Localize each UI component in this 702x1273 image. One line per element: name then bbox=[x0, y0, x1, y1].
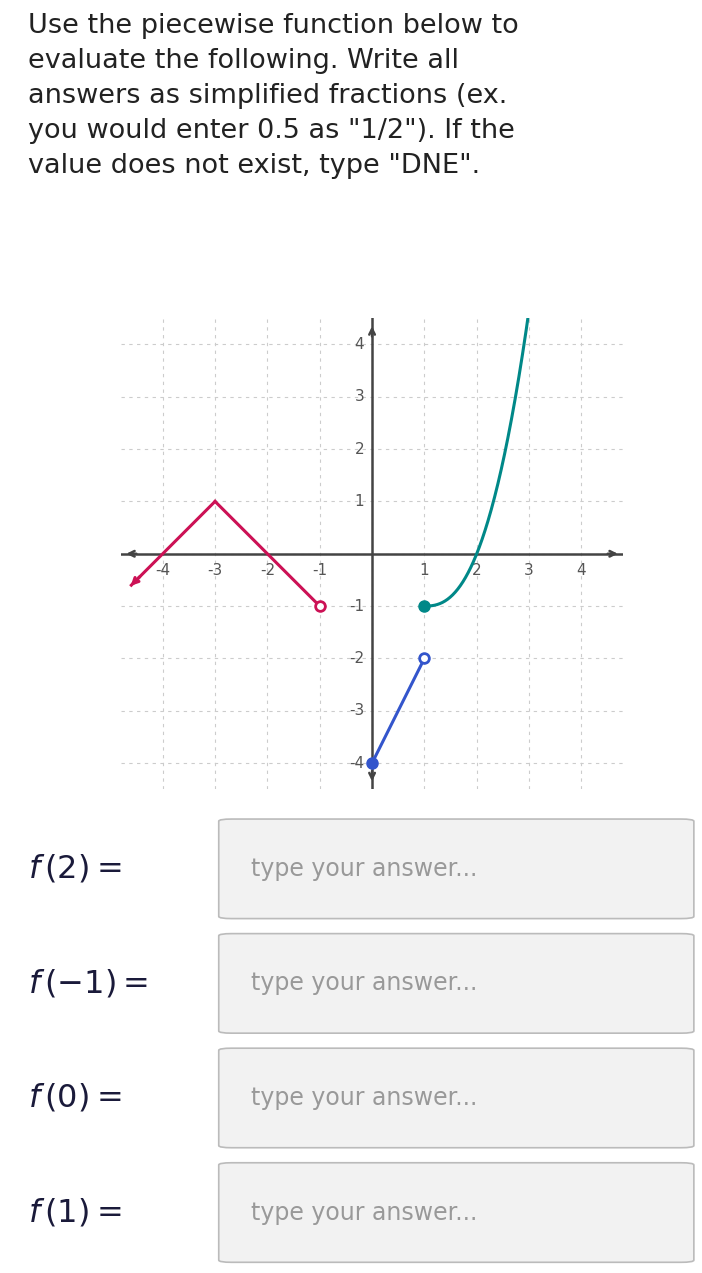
Text: 4: 4 bbox=[576, 563, 586, 578]
Text: -4: -4 bbox=[155, 563, 171, 578]
Text: type your answer...: type your answer... bbox=[251, 1200, 477, 1225]
Text: $f\,(0) =$: $f\,(0) =$ bbox=[28, 1082, 121, 1114]
FancyBboxPatch shape bbox=[219, 933, 694, 1034]
Text: 2: 2 bbox=[472, 563, 482, 578]
FancyBboxPatch shape bbox=[219, 819, 694, 919]
Text: type your answer...: type your answer... bbox=[251, 857, 477, 881]
Text: 2: 2 bbox=[355, 442, 364, 457]
Text: 1: 1 bbox=[355, 494, 364, 509]
FancyBboxPatch shape bbox=[219, 1048, 694, 1148]
Text: Use the piecewise function below to
evaluate the following. Write all
answers as: Use the piecewise function below to eval… bbox=[28, 13, 519, 178]
Text: -3: -3 bbox=[349, 703, 364, 718]
Text: -2: -2 bbox=[260, 563, 275, 578]
Text: $f\,(1) =$: $f\,(1) =$ bbox=[28, 1197, 121, 1228]
FancyBboxPatch shape bbox=[219, 1162, 694, 1263]
Text: 4: 4 bbox=[355, 337, 364, 351]
Text: 3: 3 bbox=[524, 563, 534, 578]
Text: -1: -1 bbox=[349, 598, 364, 614]
Text: -3: -3 bbox=[207, 563, 223, 578]
Text: -1: -1 bbox=[312, 563, 327, 578]
Text: -2: -2 bbox=[349, 651, 364, 666]
Text: 3: 3 bbox=[355, 390, 364, 405]
Text: -4: -4 bbox=[349, 756, 364, 770]
Text: $f\,(-1) =$: $f\,(-1) =$ bbox=[28, 967, 148, 999]
Text: 1: 1 bbox=[420, 563, 429, 578]
Text: type your answer...: type your answer... bbox=[251, 971, 477, 995]
Text: type your answer...: type your answer... bbox=[251, 1086, 477, 1110]
Text: $f\,(2) =$: $f\,(2) =$ bbox=[28, 853, 121, 885]
